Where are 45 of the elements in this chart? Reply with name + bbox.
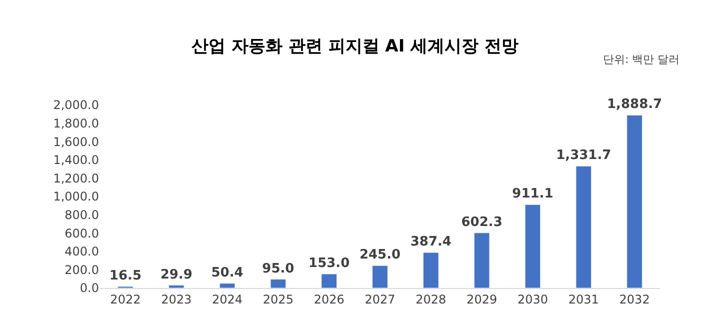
x-tick-label: 2030 xyxy=(517,292,548,306)
y-tick-label: 2,000.0 xyxy=(53,98,99,112)
y-tick-label: 200.0 xyxy=(64,262,99,277)
data-label: 245.0 xyxy=(359,248,401,263)
text: 단위: 백만 달러 xyxy=(603,53,680,66)
bar xyxy=(270,279,286,288)
bar xyxy=(423,252,439,288)
y-tick-label: 1,200.0 xyxy=(53,171,99,186)
x-tick-label: 2022 xyxy=(110,292,141,306)
data-label: 29.9 xyxy=(160,267,192,282)
data-label: 153.0 xyxy=(308,256,350,271)
data-label: 1,331.7 xyxy=(556,148,612,164)
bar xyxy=(524,204,541,288)
data-label: 602.3 xyxy=(461,214,502,230)
x-tick-label: 2025 xyxy=(262,292,294,306)
bar xyxy=(474,232,490,288)
y-tick-label: 1,600.0 xyxy=(53,134,99,149)
bar xyxy=(321,274,337,288)
x-tick-label: 2029 xyxy=(466,292,498,306)
y-tick-label: 800.0 xyxy=(64,208,99,222)
y-tick-label: 600.0 xyxy=(64,226,99,240)
data-label: 387.4 xyxy=(410,234,452,250)
data-label: 50.4 xyxy=(211,265,244,280)
y-tick-label: 400.0 xyxy=(64,244,99,259)
x-tick-label: 2024 xyxy=(212,292,243,306)
bar xyxy=(219,283,236,288)
y-tick-label: 1,400.0 xyxy=(53,153,99,168)
bar xyxy=(372,265,388,288)
x-tick-label: 2028 xyxy=(416,292,446,306)
data-label: 911.1 xyxy=(512,186,554,202)
data-label: 95.0 xyxy=(262,261,294,276)
x-tick-label: 2027 xyxy=(364,292,396,306)
y-tick-label: 0.0 xyxy=(80,281,99,296)
y-tick-label: 1,800.0 xyxy=(53,116,99,130)
bar xyxy=(626,114,642,288)
x-tick-label: 2032 xyxy=(619,292,650,306)
bar xyxy=(576,166,592,288)
data-label: 16.5 xyxy=(109,268,142,284)
x-tick-label: 2023 xyxy=(161,292,192,306)
x-tick-label: 2026 xyxy=(314,292,344,306)
data-label: 1,888.7 xyxy=(606,97,662,112)
chart-title: 산업 자동화 관련 피지컬 AI 세계시장 전망 xyxy=(192,36,518,56)
bar xyxy=(168,285,184,288)
x-tick-label: 2031 xyxy=(568,292,599,306)
y-tick-label: 1,000.0 xyxy=(53,190,99,204)
